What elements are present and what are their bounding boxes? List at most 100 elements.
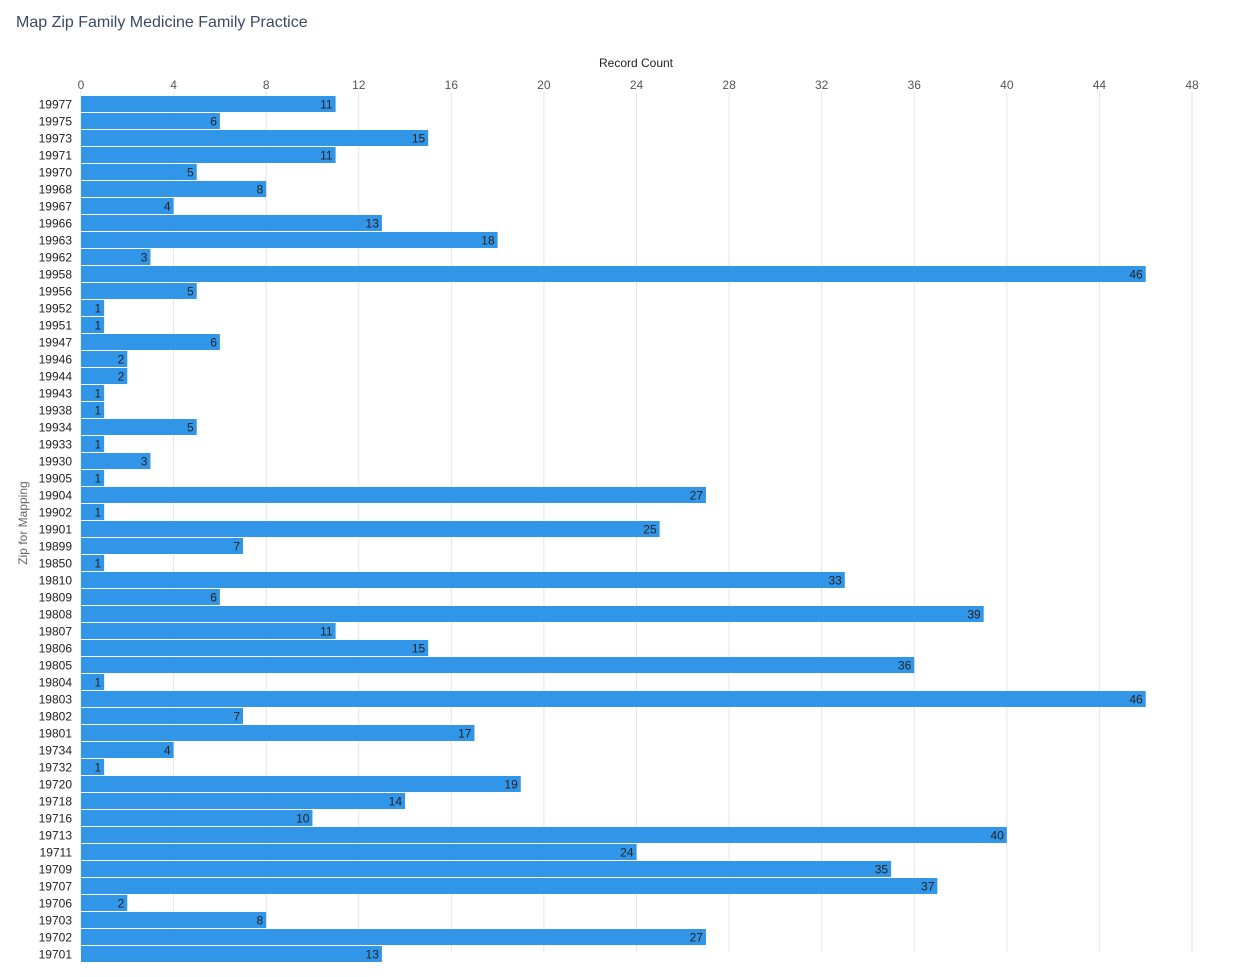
y-category-label: 19899	[39, 540, 73, 554]
bar	[81, 555, 105, 571]
y-category-label: 19720	[39, 778, 73, 792]
y-category-label: 19807	[39, 625, 73, 639]
bar-value-label: 4	[164, 744, 171, 758]
x-tick-label: 32	[815, 78, 829, 92]
y-category-label: 19970	[39, 166, 73, 180]
bar-value-label: 13	[366, 217, 380, 231]
y-category-label: 19706	[39, 897, 73, 911]
bar-value-label: 1	[94, 302, 101, 316]
bar-value-label: 39	[967, 608, 981, 622]
y-category-label: 19802	[39, 710, 73, 724]
x-tick-label: 12	[352, 78, 366, 92]
y-category-label: 19930	[39, 455, 73, 469]
y-category-label: 19901	[39, 523, 73, 537]
bar-value-label: 13	[366, 948, 380, 962]
bar-value-label: 1	[94, 404, 101, 418]
y-category-label: 19709	[39, 863, 73, 877]
bar-value-label: 1	[94, 319, 101, 333]
y-category-label: 19732	[39, 761, 73, 775]
bar-value-label: 5	[187, 421, 194, 435]
y-category-label: 19946	[39, 353, 73, 367]
bar-value-label: 35	[875, 863, 889, 877]
bars	[81, 96, 1146, 962]
bar-value-label: 6	[210, 336, 217, 350]
bar-value-label: 37	[921, 880, 935, 894]
bar	[81, 810, 313, 826]
bar-value-label: 7	[233, 710, 240, 724]
bar	[81, 895, 128, 911]
y-category-label: 19963	[39, 234, 73, 248]
y-category-label: 19933	[39, 438, 73, 452]
bar	[81, 776, 521, 792]
bar-value-label: 40	[990, 829, 1004, 843]
bar	[81, 334, 220, 350]
bar-value-label: 1	[94, 387, 101, 401]
bar	[81, 249, 151, 265]
bar	[81, 674, 105, 690]
bar	[81, 912, 267, 928]
bar-value-label: 25	[643, 523, 657, 537]
x-tick-label: 48	[1185, 78, 1199, 92]
y-category-label: 19952	[39, 302, 73, 316]
x-tick-label: 16	[445, 78, 459, 92]
bar-value-label: 15	[412, 132, 426, 146]
bar-value-label: 19	[504, 778, 518, 792]
bar	[81, 487, 706, 503]
bar	[81, 385, 105, 401]
x-tick-label: 8	[263, 78, 270, 92]
x-axis-title: Record Count	[598, 56, 674, 70]
bar-value-label: 17	[458, 727, 472, 741]
y-category-label: 19808	[39, 608, 73, 622]
bar	[81, 640, 429, 656]
bar-value-label: 11	[320, 149, 333, 163]
y-category-label: 19968	[39, 183, 73, 197]
bar-value-label: 33	[828, 574, 842, 588]
bar	[81, 368, 128, 384]
y-category-label: 19806	[39, 642, 73, 656]
x-tick-label: 40	[1000, 78, 1014, 92]
y-category-label: 19713	[39, 829, 73, 843]
chart-title: Map Zip Family Medicine Family Practice	[16, 14, 308, 31]
bar-value-label: 27	[690, 489, 704, 503]
bar	[81, 164, 197, 180]
y-category-label: 19707	[39, 880, 73, 894]
bar-value-label: 24	[620, 846, 634, 860]
bar-value-label: 4	[164, 200, 171, 214]
bar	[81, 606, 984, 622]
bar	[81, 589, 220, 605]
bar-value-label: 1	[94, 472, 101, 486]
y-category-label: 19938	[39, 404, 73, 418]
y-category-label: 19975	[39, 115, 73, 129]
y-category-label: 19734	[39, 744, 73, 758]
bar	[81, 725, 475, 741]
bar	[81, 742, 174, 758]
x-tick-label: 4	[170, 78, 177, 92]
bar-value-label: 2	[118, 370, 125, 384]
bar-value-label: 3	[141, 251, 148, 265]
bar-value-label: 5	[187, 166, 194, 180]
bar-value-label: 6	[210, 115, 217, 129]
bar	[81, 300, 105, 316]
bar-value-label: 46	[1129, 693, 1143, 707]
bar	[81, 946, 382, 962]
bar	[81, 317, 105, 333]
y-category-label: 19977	[39, 98, 73, 112]
bar-value-label: 15	[412, 642, 426, 656]
x-axis-ticks: 0 4 8 12 16 20 24 28 32 36 40 44 48	[78, 78, 1199, 92]
bar	[81, 861, 892, 877]
x-tick-label: 44	[1093, 78, 1107, 92]
y-category-label: 19711	[40, 846, 73, 860]
y-category-label: 19850	[39, 557, 73, 571]
bar	[81, 708, 244, 724]
y-category-label: 19951	[39, 319, 73, 333]
x-tick-label: 0	[78, 78, 85, 92]
bar	[81, 929, 706, 945]
y-category-label: 19943	[39, 387, 73, 401]
bar	[81, 215, 382, 231]
y-category-label: 19803	[39, 693, 73, 707]
bar-value-label: 3	[141, 455, 148, 469]
y-category-label: 19805	[39, 659, 73, 673]
bar-value-label: 5	[187, 285, 194, 299]
x-tick-label: 36	[908, 78, 922, 92]
